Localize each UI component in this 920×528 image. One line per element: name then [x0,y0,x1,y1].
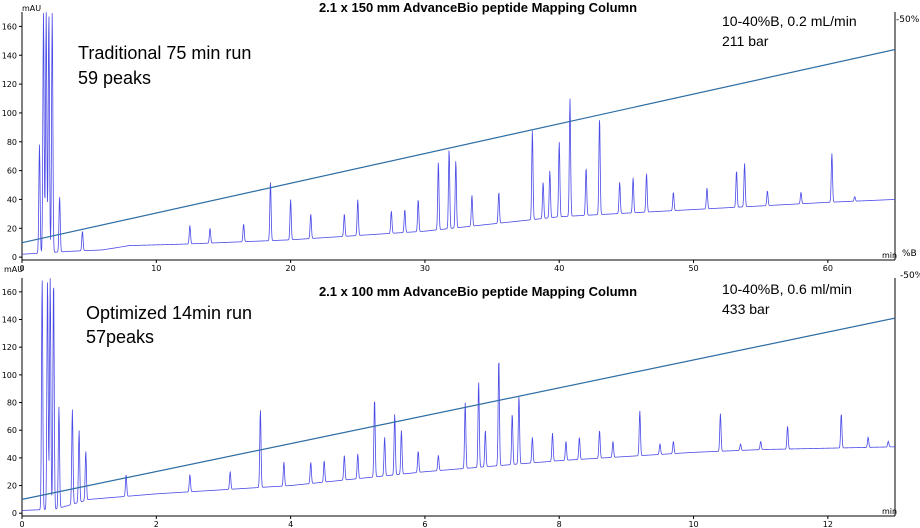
bottom-y-tick-label: 120 [2,343,17,352]
top-x-tick-label: 40 [554,264,564,273]
bottom-y-tick-label: 160 [2,288,17,297]
top-y-tick-label: 80 [7,138,17,147]
top-x-tick-label: 0 [19,264,24,273]
top-x-tick-label: 10 [151,264,161,273]
top-y-tick-label: 60 [7,167,17,176]
bottom-y-tick-label: 40 [7,454,17,463]
top-gradient-line [21,48,896,244]
bottom-y-tick-label: 100 [2,371,17,380]
bottom-x-tick-label: 2 [154,520,159,528]
bottom-x-tick-label: 6 [422,520,427,528]
top-y-tick-label: 120 [2,80,17,89]
bottom-conditions-line-1: 10-40%B, 0.6 ml/min [722,281,852,297]
bottom-y-tick-label: 0 [12,509,17,518]
top-y-tick-label: 160 [2,22,17,31]
top-chromatogram-trace [21,12,896,255]
bottom-x-unit: min [882,507,897,516]
top-y-tick-label: 0 [12,253,17,262]
bottom-y-tick-label: 60 [7,426,17,435]
bottom-chart-title: 2.1 x 100 mm AdvanceBio peptide Mapping … [319,284,637,299]
top-y-unit: mAU [22,4,41,13]
top-peak-count: 59 peaks [78,68,151,88]
bottom-x-tick-label: 4 [288,520,293,528]
bottom-x-tick-label: 0 [19,520,24,528]
bottom-x-tick-label: 10 [688,520,698,528]
bottom-peak-count: 57peaks [86,327,154,347]
bottom-y2-top-label: -50% [900,271,920,281]
bottom-y-tick-label: 20 [7,482,17,491]
top-x-tick-label: 30 [420,264,430,273]
bottom-y-tick-label: 80 [7,399,17,408]
top-y-tick-label: 140 [2,51,17,60]
bottom-gradient-line [21,317,896,500]
bottom-y-tick-label: 140 [2,316,17,325]
top-run-label: Traditional 75 min run [78,43,251,63]
bottom-x-tick-label: 8 [557,520,562,528]
top-x-tick-label: 50 [688,264,698,273]
top-chart-title: 2.1 x 150 mm AdvanceBio peptide Mapping … [319,0,637,15]
bottom-conditions-line-2: 433 bar [722,301,770,317]
top-conditions-line-1: 10-40%B, 0.2 mL/min [722,13,857,29]
top-y-tick-label: 100 [2,109,17,118]
top-y2-unit: %B [902,249,917,259]
bottom-x-tick-label: 12 [823,520,833,528]
top-x-unit: min [882,251,897,260]
bottom-chromatogram-trace [21,278,896,511]
top-x-ticks: 0 10 20 30 40 50 60 [19,260,833,273]
top-x-tick-label: 20 [286,264,296,273]
top-y-tick-label: 20 [7,224,17,233]
top-x-tick-label: 60 [823,264,833,273]
bottom-run-label: Optimized 14min run [86,303,252,323]
bottom-y-ticks: 0 20 40 60 80 100 120 140 160 [2,288,22,518]
top-y-tick-label: 40 [7,195,17,204]
bottom-y-unit: mAU [4,265,23,274]
bottom-x-ticks: 0 2 4 6 8 10 12 [19,516,833,528]
top-conditions-line-2: 211 bar [722,33,769,49]
top-y-ticks: 0 20 40 60 80 100 120 140 160 [2,22,22,262]
top-y2-top-label: -50% [896,15,920,25]
